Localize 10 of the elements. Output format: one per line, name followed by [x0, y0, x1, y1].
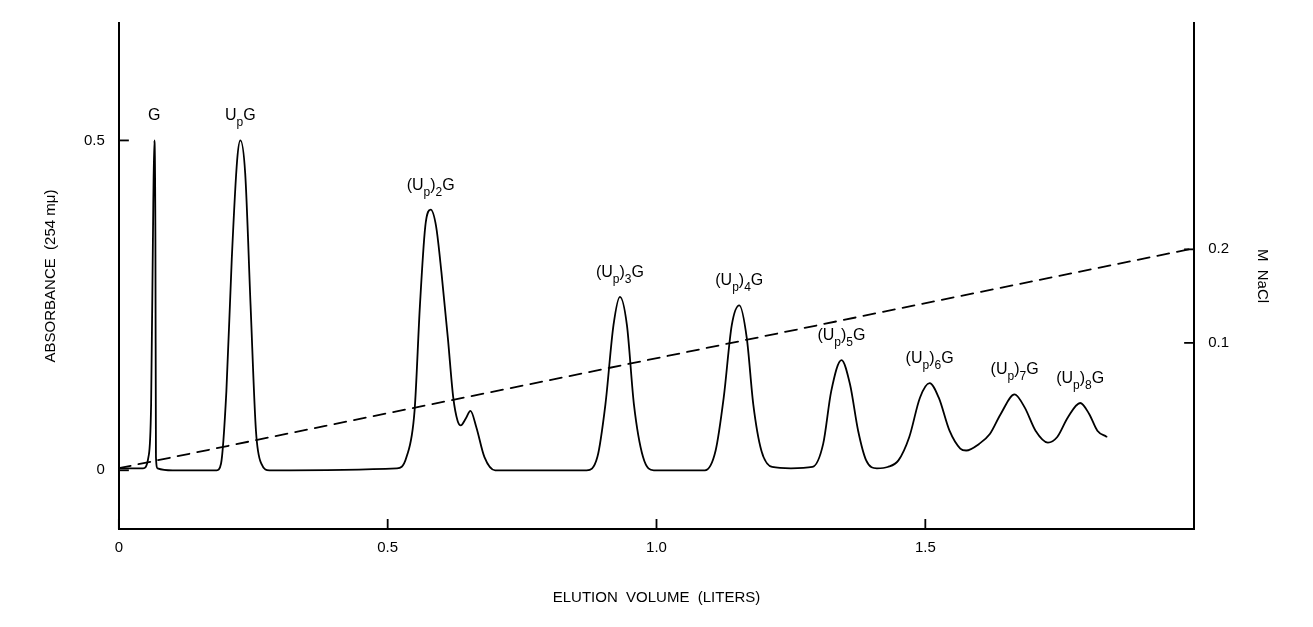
annotation: G: [148, 106, 161, 124]
y2-tick-label: 0.1: [1208, 333, 1230, 351]
y2-axis-title: M NaCl: [1254, 248, 1272, 304]
x-tick-label: 1.5: [914, 538, 936, 556]
y2-tick-label: 0.2: [1208, 239, 1230, 257]
y-axis-title: ABSORBANCE (254 mμ): [41, 189, 59, 363]
x-tick-label: 0: [114, 538, 124, 556]
x-tick-label: 1.0: [646, 538, 667, 556]
x-axis-title: ELUTION VOLUME (LITERS): [552, 588, 761, 606]
x-tick-label: 0.5: [377, 538, 399, 556]
